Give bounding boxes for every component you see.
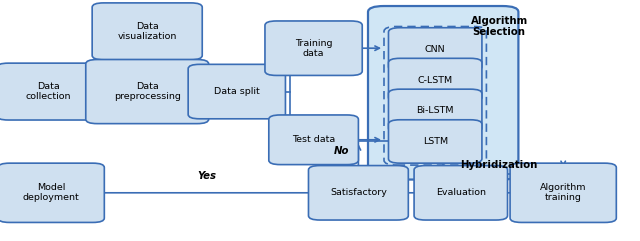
Text: Algorithm
training: Algorithm training: [540, 183, 586, 202]
Text: Test data: Test data: [292, 135, 335, 144]
FancyBboxPatch shape: [388, 58, 482, 102]
FancyBboxPatch shape: [388, 28, 482, 71]
Text: Data
collection: Data collection: [25, 82, 71, 101]
Text: Algorithm
Selection: Algorithm Selection: [470, 16, 528, 37]
Text: Bi-LSTM: Bi-LSTM: [417, 106, 454, 115]
Text: LSTM: LSTM: [422, 137, 448, 146]
FancyBboxPatch shape: [368, 6, 518, 180]
Text: Data split: Data split: [214, 87, 260, 96]
Text: C-LSTM: C-LSTM: [418, 75, 452, 85]
Text: Evaluation: Evaluation: [436, 188, 486, 197]
FancyBboxPatch shape: [265, 21, 362, 75]
FancyBboxPatch shape: [86, 60, 209, 124]
Text: Data
preprocessing: Data preprocessing: [114, 82, 180, 101]
Text: CNN: CNN: [425, 45, 445, 54]
FancyBboxPatch shape: [414, 166, 508, 220]
FancyBboxPatch shape: [388, 120, 482, 163]
FancyBboxPatch shape: [188, 64, 285, 119]
Text: Hybridization: Hybridization: [461, 160, 538, 170]
FancyBboxPatch shape: [0, 63, 99, 120]
Text: Yes: Yes: [197, 171, 216, 181]
FancyBboxPatch shape: [510, 163, 616, 222]
Text: Data
visualization: Data visualization: [118, 22, 177, 41]
FancyBboxPatch shape: [92, 3, 202, 60]
FancyBboxPatch shape: [269, 115, 358, 165]
Text: Model
deployment: Model deployment: [23, 183, 79, 202]
Text: No: No: [333, 146, 349, 156]
Text: Training
data: Training data: [295, 39, 332, 58]
FancyBboxPatch shape: [308, 166, 408, 220]
FancyBboxPatch shape: [388, 89, 482, 133]
Text: Satisfactory: Satisfactory: [330, 188, 387, 197]
FancyBboxPatch shape: [0, 163, 104, 222]
